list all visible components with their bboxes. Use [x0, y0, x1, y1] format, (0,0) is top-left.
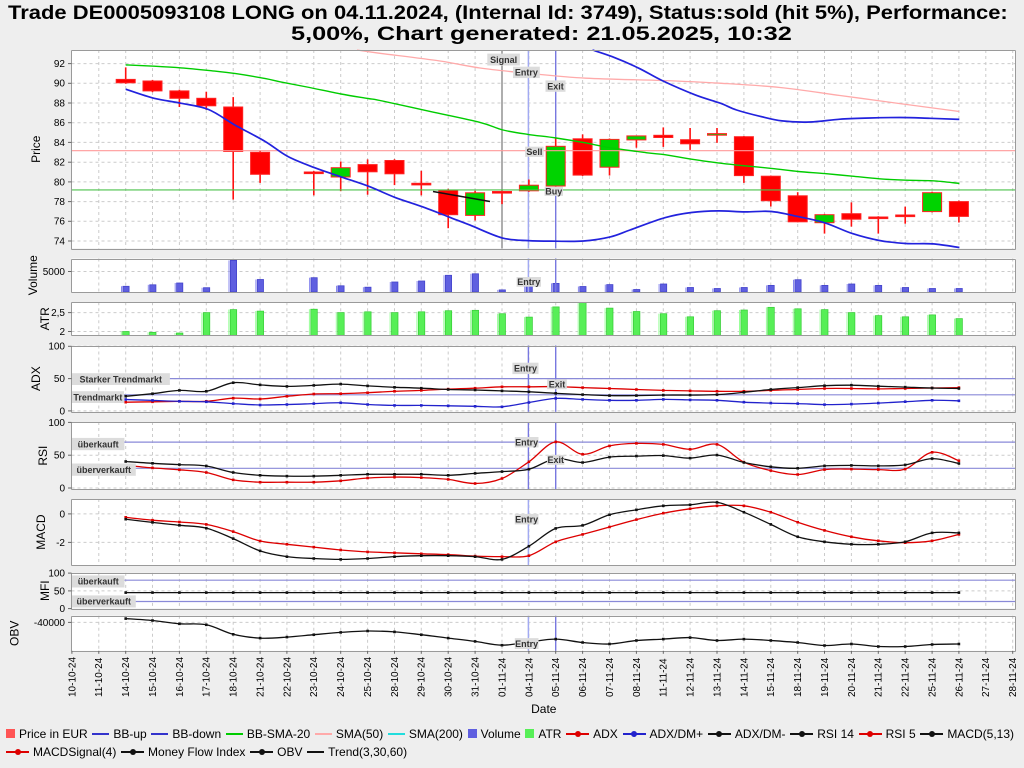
svg-text:MACD: MACD: [34, 514, 48, 550]
svg-text:100: 100: [48, 569, 65, 580]
svg-text:Exit: Exit: [547, 455, 564, 465]
svg-text:0: 0: [59, 509, 65, 520]
svg-text:26-11-24: 26-11-24: [954, 657, 965, 697]
svg-text:30-10-24: 30-10-24: [444, 657, 455, 697]
svg-text:21-10-24: 21-10-24: [256, 657, 267, 697]
svg-text:17-10-24: 17-10-24: [202, 657, 213, 697]
svg-text:Trendmarkt: Trendmarkt: [73, 392, 122, 402]
svg-text:15-10-24: 15-10-24: [148, 657, 159, 697]
svg-text:06-11-24: 06-11-24: [578, 657, 589, 697]
svg-text:82: 82: [54, 158, 66, 169]
svg-text:84: 84: [54, 138, 66, 149]
svg-text:50: 50: [54, 451, 66, 462]
svg-text:11-10-24: 11-10-24: [94, 657, 105, 697]
svg-text:16-10-24: 16-10-24: [175, 657, 186, 697]
svg-text:Entry: Entry: [515, 68, 538, 78]
svg-text:31-10-24: 31-10-24: [471, 657, 482, 697]
svg-text:ATR: ATR: [38, 307, 52, 330]
svg-text:24-10-24: 24-10-24: [336, 657, 347, 697]
svg-text:Exit: Exit: [547, 81, 564, 91]
svg-text:Sell: Sell: [526, 147, 542, 157]
svg-text:11-11-24: 11-11-24: [659, 658, 670, 697]
svg-text:19-11-24: 19-11-24: [820, 657, 831, 697]
svg-text:2,5: 2,5: [51, 308, 65, 319]
svg-text:74: 74: [54, 236, 66, 247]
svg-text:07-11-24: 07-11-24: [605, 657, 616, 697]
svg-text:RSI: RSI: [36, 446, 50, 466]
svg-text:22-11-24: 22-11-24: [901, 657, 912, 697]
svg-text:29-10-24: 29-10-24: [417, 657, 428, 697]
svg-text:05-11-24: 05-11-24: [551, 657, 562, 697]
svg-text:92: 92: [54, 59, 66, 70]
svg-text:12-11-24: 12-11-24: [686, 657, 697, 697]
svg-text:86: 86: [54, 118, 66, 129]
svg-text:50: 50: [54, 586, 66, 597]
svg-text:14-11-24: 14-11-24: [739, 657, 750, 697]
svg-text:76: 76: [54, 217, 66, 228]
svg-text:OBV: OBV: [8, 621, 22, 646]
svg-text:Volume: Volume: [26, 255, 40, 295]
svg-text:5000: 5000: [43, 267, 66, 278]
svg-text:ADX: ADX: [29, 366, 43, 391]
svg-text:88: 88: [54, 98, 66, 109]
svg-text:-2: -2: [56, 538, 65, 549]
svg-text:Price: Price: [29, 135, 43, 163]
svg-text:0: 0: [59, 604, 65, 615]
svg-text:MFI: MFI: [38, 580, 52, 601]
svg-text:Entry: Entry: [514, 364, 537, 374]
svg-text:Entry: Entry: [515, 437, 538, 447]
svg-text:20-11-24: 20-11-24: [847, 657, 858, 697]
svg-text:0: 0: [59, 483, 65, 494]
svg-text:28-10-24: 28-10-24: [390, 657, 401, 697]
svg-text:2: 2: [59, 327, 65, 338]
svg-text:Entry: Entry: [517, 277, 540, 287]
svg-text:100: 100: [48, 418, 65, 429]
svg-text:14-10-24: 14-10-24: [121, 657, 132, 697]
svg-text:13-11-24: 13-11-24: [712, 657, 723, 697]
svg-text:überkauft: überkauft: [78, 439, 119, 449]
svg-text:überkauft: überkauft: [78, 577, 119, 587]
svg-text:27-11-24: 27-11-24: [981, 657, 992, 697]
svg-text:21-11-24: 21-11-24: [874, 657, 885, 697]
svg-text:08-11-24: 08-11-24: [632, 657, 643, 697]
svg-text:Signal: Signal: [490, 55, 517, 65]
svg-text:100: 100: [48, 342, 65, 353]
svg-text:0: 0: [59, 406, 65, 417]
svg-text:01-11-24: 01-11-24: [497, 657, 508, 697]
svg-text:18-10-24: 18-10-24: [229, 657, 240, 697]
svg-text:Entry: Entry: [515, 639, 538, 649]
svg-text:23-10-24: 23-10-24: [309, 657, 320, 697]
svg-text:überverkauft: überverkauft: [77, 465, 132, 475]
svg-text:80: 80: [54, 177, 66, 188]
svg-text:10-10-24: 10-10-24: [67, 657, 78, 697]
svg-text:25-11-24: 25-11-24: [928, 657, 939, 697]
svg-text:25-10-24: 25-10-24: [363, 657, 374, 697]
svg-text:Date: Date: [531, 702, 557, 716]
svg-text:Entry: Entry: [515, 514, 538, 524]
svg-text:90: 90: [54, 79, 66, 90]
svg-text:Exit: Exit: [549, 380, 566, 390]
svg-text:78: 78: [54, 197, 66, 208]
svg-text:28-11-24: 28-11-24: [1008, 657, 1019, 697]
svg-text:Buy: Buy: [545, 187, 562, 197]
svg-text:überverkauft: überverkauft: [77, 597, 132, 607]
svg-text:-40000: -40000: [34, 618, 66, 629]
svg-text:15-11-24: 15-11-24: [766, 657, 777, 697]
svg-text:50: 50: [54, 374, 66, 385]
svg-text:22-10-24: 22-10-24: [282, 657, 293, 697]
svg-text:Starker Trendmarkt: Starker Trendmarkt: [80, 374, 163, 384]
svg-text:04-11-24: 04-11-24: [524, 657, 535, 697]
svg-text:18-11-24: 18-11-24: [793, 657, 804, 697]
